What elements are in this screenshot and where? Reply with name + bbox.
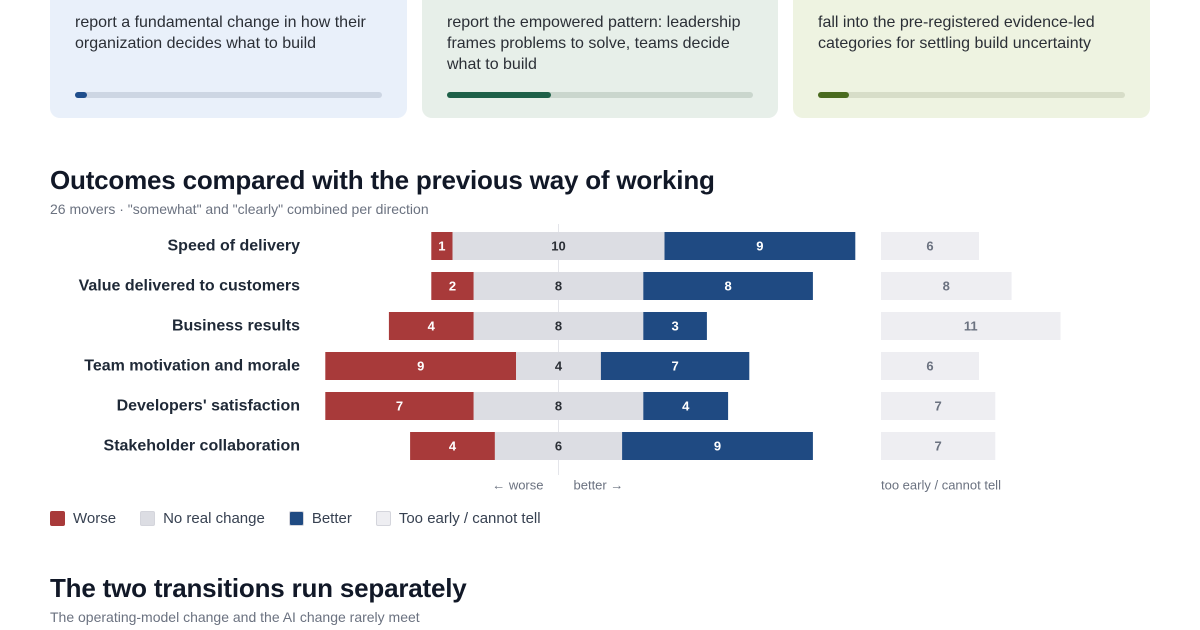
transitions-subtitle: The operating-model change and the AI ch… bbox=[50, 609, 420, 625]
bar-too-early bbox=[881, 392, 996, 420]
outcomes-subtitle: 26 movers · "somewhat" and "clearly" com… bbox=[50, 201, 429, 217]
bar-no-change bbox=[473, 272, 644, 300]
bar-value-worse: 4 bbox=[449, 439, 457, 454]
progress-fill bbox=[818, 92, 849, 98]
progress-fill bbox=[447, 92, 552, 98]
bar-value-better: 9 bbox=[756, 239, 763, 254]
outcomes-title: Outcomes compared with the previous way … bbox=[50, 165, 715, 195]
bar-value-worse: 4 bbox=[428, 319, 436, 334]
bar-value-no-change: 10 bbox=[551, 239, 565, 254]
bar-no-change bbox=[494, 432, 623, 460]
bar-value-too-early: 11 bbox=[964, 319, 978, 334]
bar-better bbox=[643, 392, 729, 420]
bar-worse bbox=[388, 312, 474, 340]
legend-swatch bbox=[140, 511, 156, 526]
bar-value-no-change: 8 bbox=[555, 319, 562, 334]
stat-card-decision-change: report a fundamental change in how their… bbox=[50, 0, 407, 118]
bar-better bbox=[643, 272, 813, 300]
bar-better bbox=[622, 432, 813, 460]
legend-item-too-early: Too early / cannot tell bbox=[375, 510, 541, 527]
bar-value-no-change: 8 bbox=[555, 399, 562, 414]
bar-value-too-early: 7 bbox=[935, 439, 942, 454]
bar-better bbox=[600, 352, 750, 380]
axis-note-too-early: too early / cannot tell bbox=[881, 478, 1001, 493]
bar-worse bbox=[431, 272, 474, 300]
row-label: Business results bbox=[172, 318, 300, 335]
bar-value-no-change: 6 bbox=[555, 439, 562, 454]
bar-too-early bbox=[881, 312, 1061, 340]
legend-swatch bbox=[375, 511, 391, 526]
legend-item-no-change: No real change bbox=[140, 510, 265, 527]
bar-value-better: 9 bbox=[714, 439, 721, 454]
bar-worse bbox=[431, 232, 453, 260]
stat-card-text: report a fundamental change in how their… bbox=[75, 14, 366, 52]
legend-item-worse: Worse bbox=[50, 510, 116, 527]
axis-note-better: better → bbox=[574, 478, 624, 493]
bar-no-change bbox=[452, 232, 665, 260]
bar-worse bbox=[325, 352, 517, 380]
stat-card-evidence-led: fall into the pre-registered evidence-le… bbox=[793, 0, 1150, 118]
bar-too-early bbox=[881, 272, 1012, 300]
bar-value-worse: 1 bbox=[438, 239, 445, 254]
row-label: Stakeholder collaboration bbox=[104, 438, 300, 455]
bar-too-early bbox=[881, 352, 979, 380]
bar-value-worse: 2 bbox=[449, 279, 456, 294]
row-label: Speed of delivery bbox=[168, 238, 301, 255]
bar-value-too-early: 8 bbox=[943, 279, 950, 294]
outcomes-chart: Speed of delivery 1 10 9 6 Value delivered to… bbox=[79, 224, 1061, 493]
bar-value-too-early: 7 bbox=[935, 399, 942, 414]
legend-swatch bbox=[50, 511, 65, 526]
transitions-title: The two transitions run separately bbox=[50, 573, 467, 603]
bar-value-better: 3 bbox=[671, 319, 678, 334]
bar-value-worse: 9 bbox=[417, 359, 424, 374]
bar-value-better: 7 bbox=[671, 359, 678, 374]
legend-label: No real change bbox=[163, 510, 265, 527]
bar-value-better: 4 bbox=[682, 399, 690, 414]
axis-note-worse: ← worse bbox=[492, 478, 543, 493]
bar-no-change bbox=[473, 392, 644, 420]
legend-item-better: Better bbox=[288, 510, 352, 527]
stat-card-text: fall into the pre-registered evidence-le… bbox=[818, 14, 1095, 52]
bar-worse bbox=[410, 432, 495, 460]
bar-value-better: 8 bbox=[724, 279, 731, 294]
progress-track bbox=[447, 92, 753, 98]
progress-track bbox=[75, 92, 382, 98]
legend-label: Too early / cannot tell bbox=[398, 510, 541, 527]
progress-track bbox=[818, 92, 1125, 98]
bar-value-worse: 7 bbox=[396, 399, 403, 414]
bar-value-too-early: 6 bbox=[926, 239, 933, 254]
chart-legend: Worse No real change Better Too early / … bbox=[50, 510, 565, 527]
bar-better bbox=[643, 312, 707, 340]
bar-no-change bbox=[473, 312, 644, 340]
progress-fill bbox=[75, 92, 88, 98]
legend-swatch bbox=[288, 511, 304, 526]
bar-value-no-change: 8 bbox=[555, 279, 562, 294]
stat-card-empowered-pattern: report the empowered pattern: leadership… bbox=[422, 0, 778, 118]
bar-too-early bbox=[881, 432, 996, 460]
row-label: Team motivation and morale bbox=[84, 358, 300, 375]
bar-no-change bbox=[516, 352, 601, 380]
bar-better bbox=[664, 232, 856, 260]
bar-value-no-change: 4 bbox=[555, 359, 563, 374]
stat-card-text: report the empowered pattern: leadership… bbox=[447, 14, 741, 73]
bar-worse bbox=[325, 392, 474, 420]
legend-label: Better bbox=[311, 510, 352, 527]
row-label: Value delivered to customers bbox=[79, 278, 301, 295]
bar-value-too-early: 6 bbox=[926, 359, 933, 374]
bar-too-early bbox=[881, 232, 979, 260]
row-label: Developers' satisfaction bbox=[117, 398, 300, 415]
legend-label: Worse bbox=[73, 510, 117, 527]
